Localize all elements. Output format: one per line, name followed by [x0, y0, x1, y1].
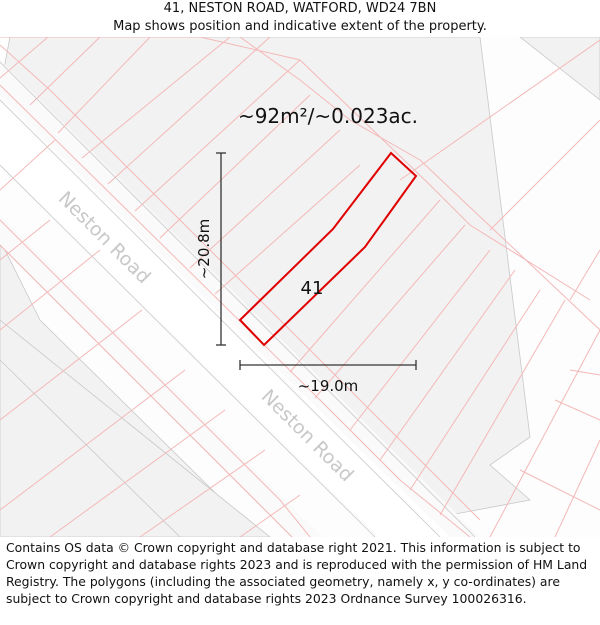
address-title: 41, NESTON ROAD, WATFORD, WD24 7BN — [163, 1, 437, 16]
map-canvas: Neston Road Neston Road ~20.8m ~19.0m ~9… — [0, 37, 600, 537]
plot-number-label: 41 — [301, 278, 324, 299]
map-header: 41, NESTON ROAD, WATFORD, WD24 7BN Map s… — [0, 0, 600, 37]
area-label: ~92m²/~0.023ac. — [238, 104, 418, 128]
height-label: ~20.8m — [195, 219, 213, 280]
property-map[interactable]: Neston Road Neston Road ~20.8m ~19.0m ~9… — [0, 37, 600, 537]
copyright-notice: Contains OS data © Crown copyright and d… — [6, 540, 588, 606]
property-outline[interactable] — [238, 151, 418, 347]
width-label: ~19.0m — [298, 377, 359, 395]
parcel-boundaries — [0, 37, 600, 537]
width-measure — [239, 360, 417, 370]
map-subtitle: Map shows position and indicative extent… — [113, 19, 487, 34]
height-measure — [216, 152, 226, 346]
